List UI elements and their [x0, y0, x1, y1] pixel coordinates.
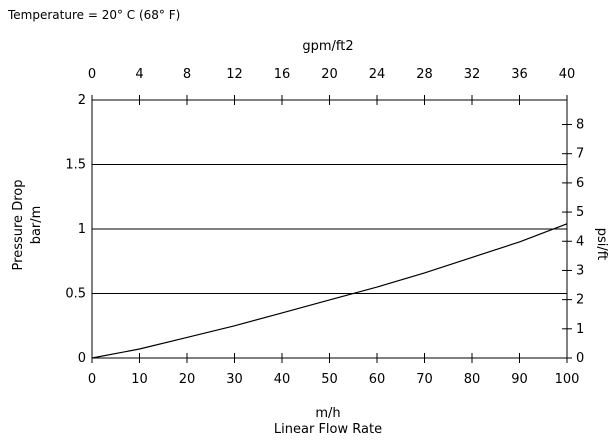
left-y-tick-label: 1	[78, 222, 86, 237]
right-y-axis-title: psi/ft	[594, 228, 609, 260]
top-x-tick-label: 8	[183, 67, 191, 82]
bottom-x-tick-label: 70	[416, 372, 433, 387]
plot-frame	[91, 99, 568, 359]
bottom-x-tick-label: 30	[226, 372, 243, 387]
top-x-tick-label: 32	[464, 67, 481, 82]
pressure-drop-series-line	[91, 223, 568, 359]
bottom-x-tick-label: 20	[179, 372, 196, 387]
top-x-tick-label: 4	[135, 67, 143, 82]
top-x-axis-title: gpm/ft2	[302, 39, 353, 54]
left-y-tick-label: 0	[78, 351, 86, 366]
bottom-x-tick-label: 80	[464, 372, 481, 387]
right-y-tick-label: 1	[576, 322, 584, 337]
bottom-x-tick-label: 90	[511, 372, 528, 387]
top-x-tick-label: 24	[369, 67, 386, 82]
bottom-x-tick-label: 60	[369, 372, 386, 387]
left-y-tick-label: 2	[78, 93, 86, 108]
bottom-x-axis-title: Linear Flow Rate	[274, 422, 382, 437]
temperature-note: Temperature = 20° C (68° F)	[7, 8, 180, 22]
top-x-tick-label: 16	[274, 67, 291, 82]
bottom-x-tick-label: 100	[555, 372, 580, 387]
bottom-x-tick-label: 10	[131, 372, 148, 387]
right-y-tick-label: 4	[576, 234, 584, 249]
top-x-tick-label: 40	[559, 67, 576, 82]
top-x-tick-label: 0	[88, 67, 96, 82]
bottom-x-tick-label: 0	[88, 372, 96, 387]
right-y-tick-label: 2	[576, 293, 584, 308]
top-x-tick-label: 28	[416, 67, 433, 82]
bottom-x-tick-label: 40	[274, 372, 291, 387]
left-y-axis-title: Pressure Drop	[11, 180, 26, 271]
top-x-tick-label: 20	[321, 67, 338, 82]
right-y-tick-label: 3	[576, 263, 584, 278]
right-y-tick-label: 6	[576, 176, 584, 191]
left-y-axis-unit: bar/m	[29, 206, 44, 245]
right-y-tick-label: 5	[576, 205, 584, 220]
left-y-tick-label: 0.5	[65, 287, 86, 302]
bottom-x-axis-unit: m/h	[315, 406, 340, 421]
right-y-tick-label: 0	[576, 351, 584, 366]
top-x-tick-label: 36	[511, 67, 528, 82]
left-y-tick-label: 1.5	[65, 158, 86, 173]
bottom-x-tick-label: 50	[321, 372, 338, 387]
top-x-tick-label: 12	[226, 67, 243, 82]
right-y-tick-label: 7	[576, 147, 584, 162]
right-y-tick-label: 8	[576, 118, 584, 133]
gridlines	[92, 99, 567, 359]
